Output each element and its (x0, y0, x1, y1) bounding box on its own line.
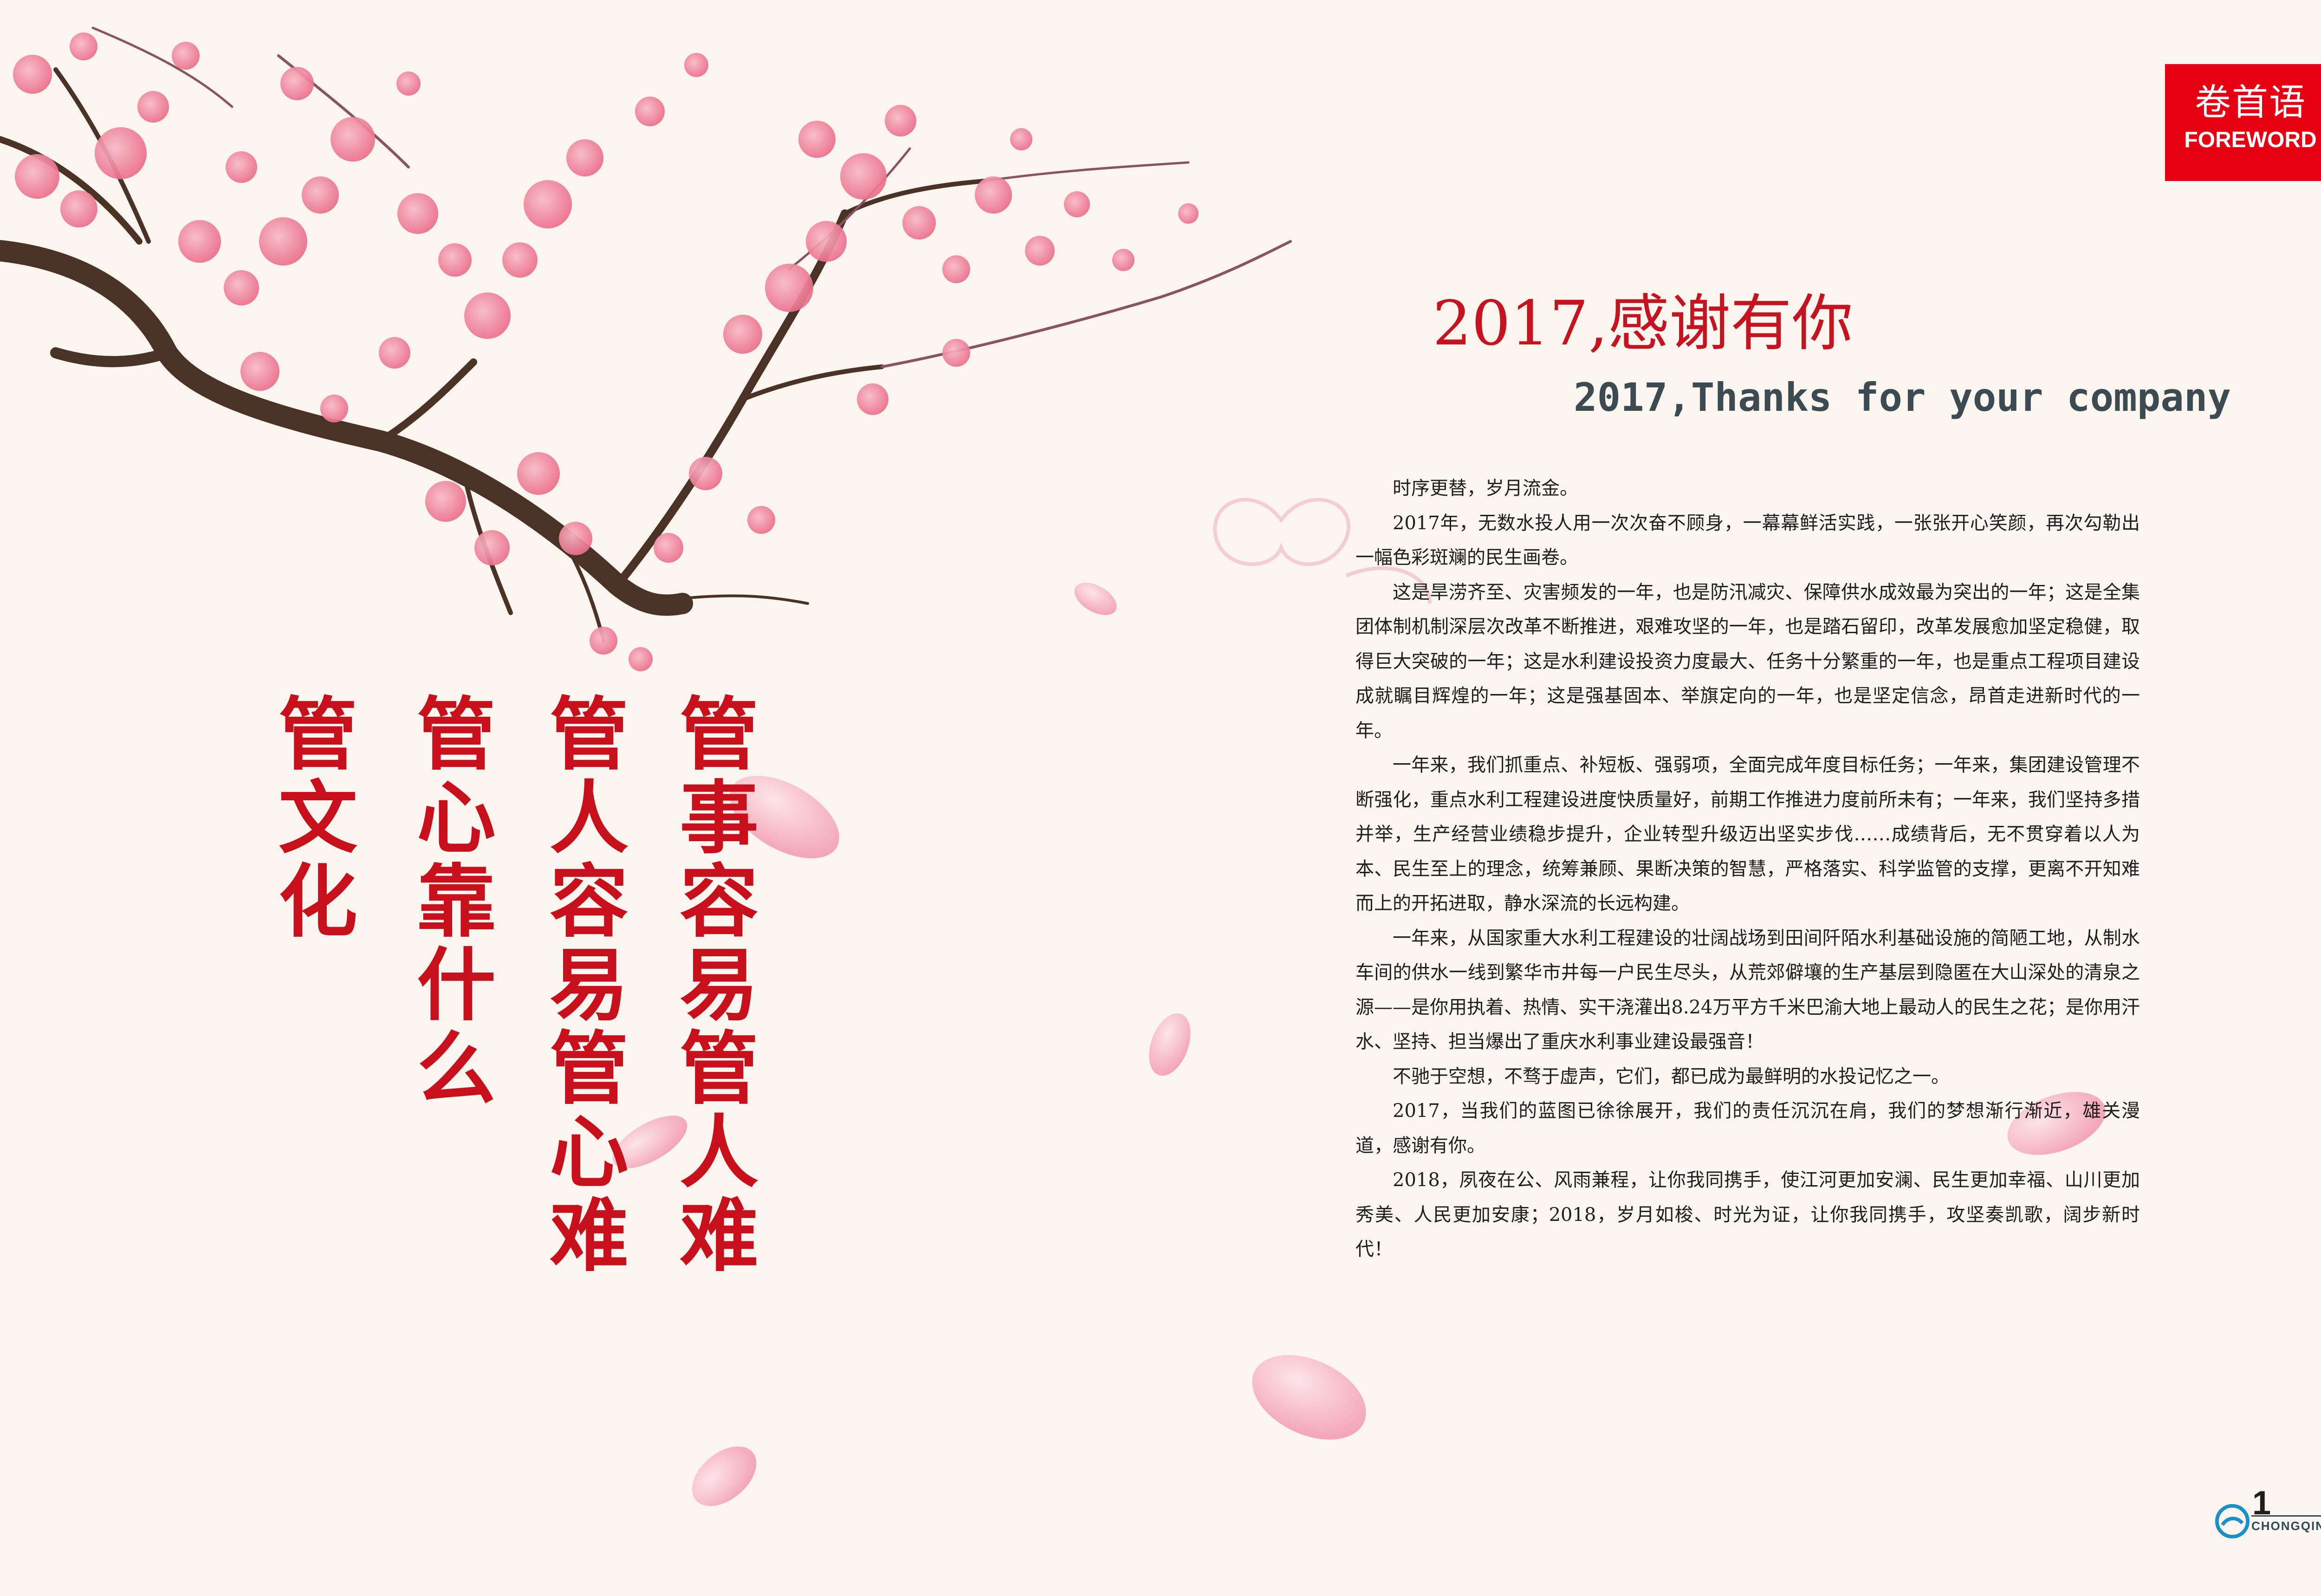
article-body: 时序更替，岁月流金。 2017年，无数水投人用一次次奋不顾身，一幕幕鲜活实践，一… (1355, 471, 2140, 1267)
plum-blossoms (13, 32, 1199, 671)
paragraph-6: 不驰于空想，不骛于虚声，它们，都已成为最鲜明的水投记忆之一。 (1393, 1065, 1950, 1087)
footer-logo-text: CHONGQING (2251, 1519, 2321, 1533)
calligraphy-line-4: 管文化 (265, 693, 357, 943)
calligraphy-line-2: 管人容易管心难 (536, 693, 629, 1278)
paragraph-5: 一年来，从国家重大水利工程建设的壮阔战场到田间阡陌水利基础设施的简陋工地，从制水… (1355, 927, 2140, 1053)
page-title-cn: 2017,感谢有你 (1433, 288, 1853, 359)
section-tag-en: FOREWORD (2184, 128, 2317, 152)
section-tag: 卷首语 FOREWORD (2165, 64, 2321, 181)
footer-rule (2251, 1515, 2321, 1517)
heart-swirl-watermark (1213, 498, 1432, 604)
falling-petals (612, 583, 2106, 1506)
water-logo-icon (2215, 1504, 2250, 1539)
paragraph-2: 2017年，无数水投人用一次次奋不顾身，一幕幕鲜活实践，一张张开心笑颜，再次勾勒… (1355, 512, 2140, 569)
paragraph-3: 这是旱涝齐至、灾害频发的一年，也是防汛减灾、保障供水成效最为突出的一年；这是全集… (1355, 581, 2140, 741)
paragraph-7: 2017，当我们的蓝图已徐徐展开，我们的责任沉沉在肩，我们的梦想渐行渐近，雄关漫… (1355, 1100, 2140, 1156)
paragraph-8: 2018，夙夜在公、风雨兼程，让你我同携手，使江河更加安澜、民生更加幸福、山川更… (1355, 1169, 2140, 1260)
section-tag-cn: 卷首语 (2194, 82, 2306, 123)
paragraph-1: 时序更替，岁月流金。 (1393, 478, 1578, 499)
page-number: 1 (2252, 1485, 2271, 1522)
page-title-en: 2017,Thanks for your company (1574, 375, 2231, 420)
calligraphy-line-1: 管事容易管人难 (666, 693, 759, 1278)
calligraphy-line-3: 管心靠什么 (403, 693, 496, 1110)
paragraph-4: 一年来，我们抓重点、补短板、强弱项，全面完成年度目标任务；一年来，集团建设管理不… (1355, 754, 2140, 914)
